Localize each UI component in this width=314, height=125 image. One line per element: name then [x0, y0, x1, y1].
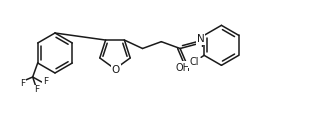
- Text: H: H: [177, 63, 183, 72]
- Text: OH: OH: [176, 62, 191, 72]
- Text: O: O: [183, 62, 191, 72]
- Text: F: F: [34, 86, 39, 94]
- Text: N: N: [197, 34, 204, 44]
- Text: Cl: Cl: [189, 57, 199, 67]
- Text: F: F: [20, 80, 25, 88]
- Text: F: F: [43, 78, 48, 86]
- Text: O: O: [112, 65, 120, 75]
